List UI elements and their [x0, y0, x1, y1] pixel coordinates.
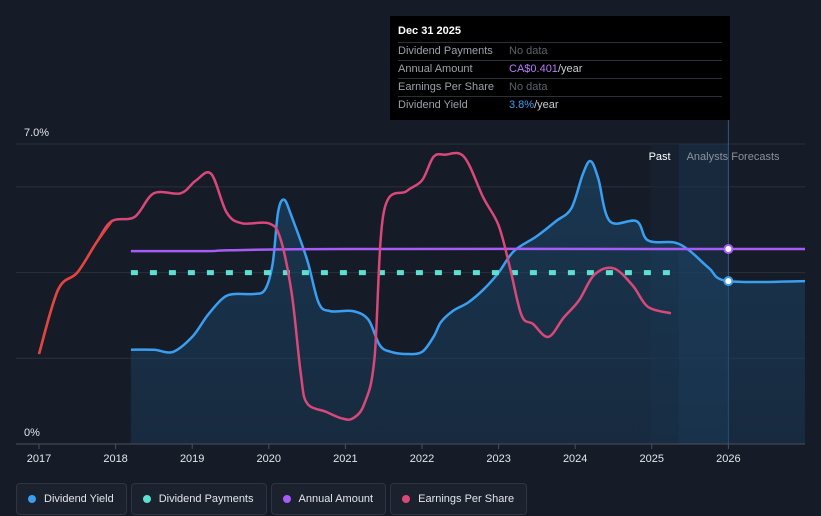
legend-label: Dividend Payments: [158, 493, 254, 505]
legend-dot-icon: [282, 495, 291, 503]
tooltip-value: CA$0.401: [509, 63, 558, 75]
tooltip-row-earnings-per-share: Earnings Per Share No data: [398, 78, 722, 96]
annual-amount-line: [130, 247, 805, 253]
x-tick-label: 2024: [563, 453, 587, 465]
legend-dot-icon: [142, 495, 151, 503]
tooltip-unit: /year: [534, 99, 559, 111]
tooltip-value: No data: [509, 81, 548, 93]
legend-label: Dividend Yield: [44, 493, 114, 505]
tooltip-row-annual-amount: Annual Amount CA$0.401/year: [398, 60, 722, 78]
tooltip-value: No data: [509, 45, 548, 57]
x-tick-label: 2023: [486, 453, 510, 465]
legend-dot-icon: [28, 495, 36, 503]
x-tick-label: 2026: [716, 453, 740, 465]
dividend-yield-area: [130, 161, 805, 444]
tooltip-value-wrap: CA$0.401/year: [509, 61, 582, 78]
dividend-chart: Past Analysts Forecasts 7.0% 0% 2017 2018 201…: [16, 16, 806, 465]
legend-item-dividend-yield[interactable]: Dividend Yield: [16, 483, 127, 515]
x-tick-label: 2019: [180, 453, 204, 465]
tooltip-label: Earnings Per Share: [398, 81, 494, 93]
x-tick-label: 2020: [257, 453, 281, 465]
earnings-per-share-early-segment: [37, 220, 113, 355]
tooltip-label: Annual Amount: [398, 63, 473, 75]
dividend-yield-line: [130, 159, 806, 356]
tooltip-row-dividend-yield: Dividend Yield 3.8%/year: [398, 96, 722, 114]
tooltip-unit: /year: [557, 63, 583, 75]
x-tick-label: 2018: [103, 453, 127, 465]
y-axis-label-top: 7.0%: [24, 127, 49, 139]
x-tick-label: 2021: [333, 453, 357, 465]
legend-item-dividend-payments[interactable]: Dividend Payments: [130, 483, 267, 515]
legend-item-annual-amount[interactable]: Annual Amount: [270, 483, 387, 515]
dividend-yield-marker: [723, 276, 734, 287]
legend-item-earnings-per-share[interactable]: Earnings Per Share: [390, 483, 528, 515]
legend-label: Annual Amount: [298, 493, 374, 505]
tooltip: Dec 31 2025 Dividend Payments No data An…: [390, 16, 730, 120]
tooltip-label: Dividend Payments: [398, 45, 493, 57]
tooltip-value: 3.8%: [509, 99, 535, 111]
y-axis-label-bottom: 0%: [24, 427, 40, 439]
forecast-label: Analysts Forecasts: [687, 151, 780, 163]
legend-label: Earnings Per Share: [418, 493, 515, 505]
past-label: Past: [649, 151, 671, 163]
x-tick-label: 2017: [27, 453, 51, 465]
x-tick-label: 2025: [640, 453, 664, 465]
tooltip-label: Dividend Yield: [398, 99, 468, 111]
x-tick-label: 2022: [410, 453, 434, 465]
legend: Dividend Yield Dividend Payments Annual …: [16, 483, 528, 515]
legend-dot-icon: [402, 495, 411, 503]
earnings-per-share-line: [37, 151, 672, 421]
annual-amount-marker: [723, 244, 734, 254]
tooltip-row-dividend-payments: Dividend Payments No data: [398, 42, 722, 60]
tooltip-value-wrap: 3.8%/year: [509, 97, 559, 114]
tooltip-date: Dec 31 2025: [398, 25, 461, 37]
